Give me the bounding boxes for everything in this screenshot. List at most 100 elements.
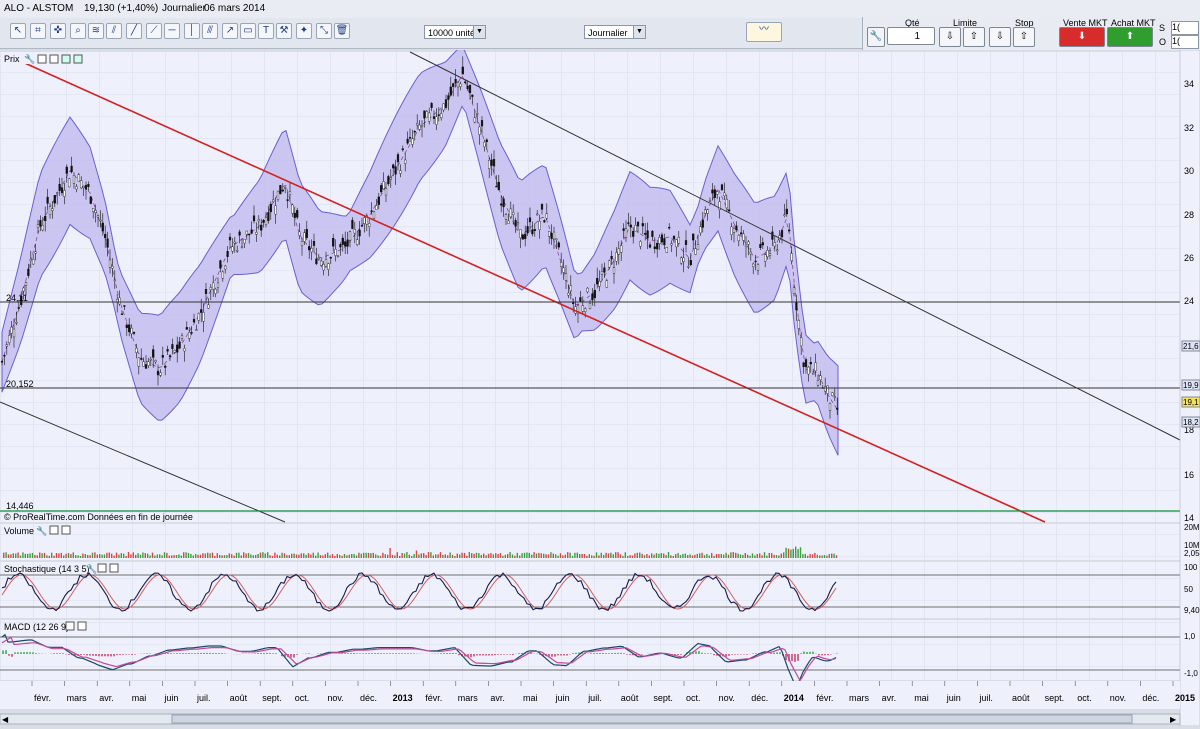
- wrench-icon[interactable]: 🔧: [867, 27, 885, 47]
- candle-body: [80, 181, 82, 188]
- timeframe-select[interactable]: Journalier▼: [584, 25, 646, 39]
- limit-sell-button[interactable]: ⇩: [939, 27, 961, 47]
- units-select[interactable]: 10000 unités▼: [424, 25, 486, 39]
- macd-histogram-bar: [401, 653, 403, 654]
- volume-bar: [164, 552, 165, 558]
- volume-bar: [519, 555, 520, 558]
- horizontal-line-icon[interactable]: ─: [164, 23, 180, 39]
- minimize-icon[interactable]: [62, 526, 70, 534]
- macd-histogram-bar: [821, 654, 823, 655]
- volume-bar: [437, 554, 438, 558]
- scrollbar-thumb[interactable]: [172, 715, 1132, 723]
- minimize-icon[interactable]: [78, 622, 86, 630]
- close-icon[interactable]: [38, 55, 46, 63]
- volume-bar: [305, 555, 306, 558]
- macd-histogram-bar: [509, 654, 511, 655]
- magic-icon[interactable]: ✦: [296, 23, 312, 39]
- candle-body: [457, 82, 459, 87]
- close-icon[interactable]: [66, 622, 74, 630]
- qty-input[interactable]: 1: [887, 27, 935, 45]
- rectangle-icon[interactable]: ▭: [240, 23, 256, 39]
- scroll-left-icon[interactable]: ◀: [2, 715, 9, 724]
- candle-body: [361, 225, 363, 226]
- fibonacci-icon[interactable]: ≋: [88, 23, 104, 39]
- field-1[interactable]: 1(: [1171, 21, 1199, 35]
- volume-bar: [428, 552, 429, 558]
- chart-area[interactable]: 24,11 20,152 14,446 © ProRealTime.com Do…: [0, 50, 1200, 726]
- stop-sell-button[interactable]: ⇩: [989, 27, 1011, 47]
- hammer-icon[interactable]: ⚒: [276, 23, 292, 39]
- volume-bar: [733, 552, 734, 558]
- pointer-icon[interactable]: ⤡: [316, 23, 332, 39]
- volume-bar: [49, 556, 50, 558]
- volume-bar: [245, 554, 246, 558]
- candle-body: [116, 299, 118, 301]
- month-label: déc.: [751, 693, 768, 703]
- close-icon[interactable]: [98, 564, 106, 572]
- buy-market-button[interactable]: ⬆: [1107, 27, 1153, 47]
- candle-body: [661, 235, 663, 242]
- macd-histogram-bar: [791, 654, 793, 661]
- macd-histogram-bar: [779, 652, 781, 654]
- candle-body: [126, 325, 128, 328]
- macd-histogram-bar: [776, 652, 778, 654]
- scroll-right-icon[interactable]: ▶: [1170, 715, 1177, 724]
- channel-icon[interactable]: ⫽: [106, 23, 122, 39]
- macd-histogram-bar: [404, 653, 406, 654]
- candle-body: [11, 327, 13, 333]
- candle-body: [728, 210, 730, 211]
- volume-bar: [805, 554, 806, 558]
- parallel-lines-icon[interactable]: ⫻: [202, 23, 218, 39]
- candle-body: [817, 380, 819, 385]
- zoom-icon[interactable]: ⌕: [70, 23, 86, 39]
- volume-bar: [824, 555, 825, 558]
- crosshair-icon[interactable]: ✜: [50, 23, 66, 39]
- candle-body: [44, 216, 46, 221]
- macd-histogram-bar: [290, 654, 292, 658]
- candle-body: [162, 355, 164, 357]
- volume-bar: [557, 556, 558, 558]
- wrench-icon[interactable]: 🔧: [36, 525, 47, 536]
- wrench-icon[interactable]: 🔧: [24, 53, 35, 64]
- candle-body: [565, 274, 567, 281]
- volume-bar: [653, 555, 654, 558]
- stop-buy-button[interactable]: ⇧: [1013, 27, 1035, 47]
- vertical-line-icon[interactable]: │: [184, 23, 200, 39]
- macd-histogram-bar: [599, 653, 601, 654]
- sell-market-button[interactable]: ⬇: [1059, 27, 1105, 47]
- minimize-icon[interactable]: [110, 564, 118, 572]
- trash-icon[interactable]: 🗑: [334, 23, 350, 39]
- candle-body: [652, 231, 654, 237]
- candle-body: [419, 125, 421, 129]
- volume-bar: [44, 553, 45, 558]
- wrench-icon[interactable]: 🔧: [86, 563, 97, 574]
- ray-icon[interactable]: ⟋: [146, 23, 162, 39]
- text-icon[interactable]: T: [258, 23, 274, 39]
- candle-body: [131, 328, 133, 334]
- expand-icon[interactable]: [62, 55, 70, 63]
- arrow-icon[interactable]: ↗: [222, 23, 238, 39]
- ruler-icon[interactable]: ⌗: [30, 23, 46, 39]
- volume-bar: [130, 554, 131, 558]
- limit-buy-button[interactable]: ⇧: [963, 27, 985, 47]
- volume-bar: [250, 554, 251, 558]
- field-2[interactable]: 1(: [1171, 35, 1199, 49]
- minimize-icon[interactable]: [50, 55, 58, 63]
- candle-body: [517, 223, 519, 224]
- close-icon[interactable]: [50, 526, 58, 534]
- month-label: mars: [849, 693, 869, 703]
- volume-bar: [781, 554, 782, 558]
- cursor-icon[interactable]: ↖: [10, 23, 26, 39]
- macd-histogram-bar: [53, 653, 55, 654]
- macd-histogram-bar: [23, 652, 25, 654]
- line-icon[interactable]: ╱: [126, 23, 142, 39]
- candle-body: [611, 256, 613, 259]
- volume-bar: [639, 553, 640, 558]
- candle-body: [668, 227, 670, 228]
- chart-canvas[interactable]: 24,11 20,152 14,446 © ProRealTime.com Do…: [0, 50, 1200, 726]
- candle-body: [688, 266, 690, 267]
- collapse-icon[interactable]: [74, 55, 82, 63]
- macd-histogram-bar: [269, 653, 271, 654]
- candle-body: [356, 240, 358, 245]
- chart-style-icon[interactable]: 〰: [746, 22, 782, 42]
